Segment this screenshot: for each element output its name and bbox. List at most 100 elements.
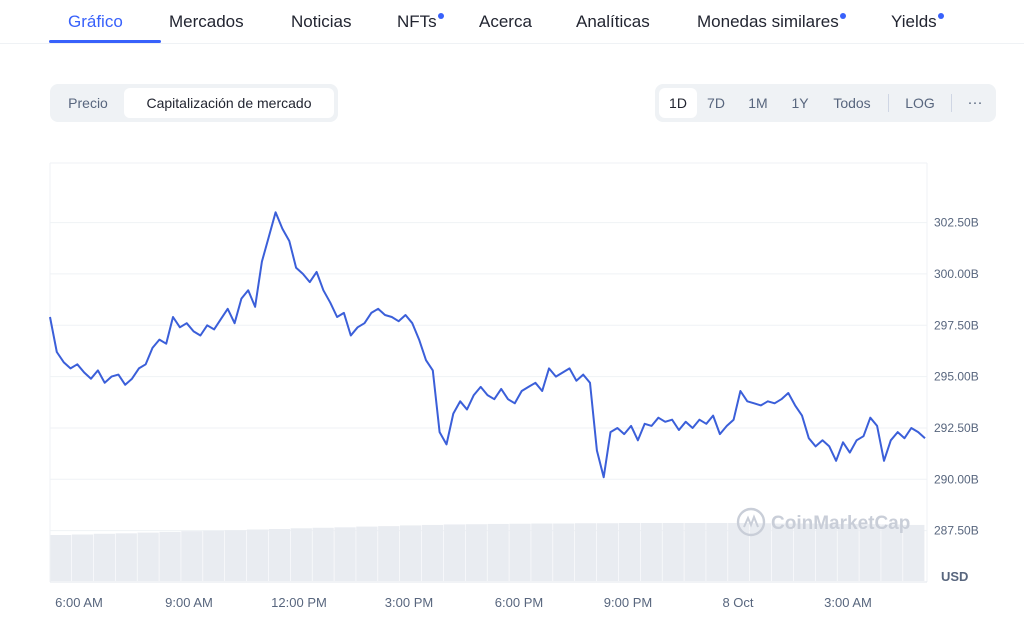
active-tab-indicator [49, 40, 161, 43]
tab-monedas-similares[interactable]: Monedas similares [697, 12, 846, 32]
volume-bar [575, 523, 597, 581]
volume-bar [903, 524, 925, 581]
volume-bar [793, 523, 816, 581]
tab-analiticas[interactable]: Analíticas [576, 12, 650, 32]
volume-bar [531, 523, 553, 581]
volume-bar [509, 523, 531, 581]
y-tick-label: 302.50B [934, 216, 979, 230]
volume-bar [378, 526, 400, 581]
volume-bar [443, 524, 466, 581]
volume-bar [662, 523, 684, 581]
y-tick-label: 290.00B [934, 472, 979, 486]
volume-bar [137, 532, 159, 581]
tab-noticias[interactable]: Noticias [291, 12, 351, 32]
y-tick-label: 295.00B [934, 370, 979, 384]
range-todos-button[interactable]: Todos [833, 95, 871, 111]
volume-bar [290, 528, 312, 581]
volume-bar [71, 534, 94, 581]
x-tick-label: 9:00 AM [165, 595, 213, 610]
volume-bar [881, 524, 903, 581]
volume-bar [771, 523, 794, 581]
volume-bar [706, 523, 728, 581]
tab-nfts[interactable]: NFTs [397, 12, 444, 32]
volume-bar [312, 527, 334, 581]
separator [951, 94, 952, 112]
volume-bar [728, 523, 750, 581]
x-tick-label: 3:00 PM [385, 595, 433, 610]
volume-bar [400, 525, 422, 581]
y-tick-label: 297.50B [934, 318, 979, 332]
volume-bar [553, 523, 575, 581]
x-tick-label: 12:00 PM [271, 595, 327, 610]
x-tick-label: 6:00 PM [495, 595, 543, 610]
volume-bar [421, 524, 444, 581]
volume-bar [837, 523, 859, 581]
range-1d-button[interactable]: 1D [659, 88, 697, 118]
y-axis-labels: 302.50B 300.00B 297.50B 295.00B 292.50B 290.0… [934, 216, 979, 538]
watermark-text: CoinMarketCap [771, 513, 910, 534]
range-toggle: 1D 7D 1M 1Y Todos LOG ··· [655, 84, 996, 122]
volume-bar [859, 524, 881, 581]
x-axis-labels: 6:00 AM 9:00 AM 12:00 PM 3:00 PM 6:00 PM 9:00… [55, 595, 872, 610]
volume-bar [268, 529, 291, 581]
nav-tabs: Gráfico Mercados Noticias NFTs Acerca An… [0, 0, 1024, 44]
volume-bar [225, 530, 247, 581]
new-indicator-dot [437, 13, 444, 19]
coinmarketcap-logo-icon [736, 507, 766, 537]
range-1y-button[interactable]: 1Y [791, 95, 809, 111]
volume-bar [618, 523, 641, 581]
volume-bar [93, 533, 116, 581]
x-tick-label: 9:00 PM [604, 595, 652, 610]
volume-bar [50, 535, 72, 581]
x-tick-label: 8 Oct [722, 595, 753, 610]
coinmarketcap-logo-mark-icon [743, 514, 759, 528]
new-indicator-dot [937, 13, 944, 19]
volume-bar [115, 533, 137, 581]
tab-label: Monedas similares [697, 12, 839, 31]
volume-bar [246, 529, 269, 581]
volume-bar [640, 523, 662, 581]
tab-label: NFTs [397, 12, 437, 31]
currency-label: USD [941, 569, 968, 584]
tab-grafico[interactable]: Gráfico [68, 12, 123, 32]
tab-yields[interactable]: Yields [891, 12, 944, 32]
tab-label: Noticias [291, 12, 352, 31]
volume-bar [487, 523, 509, 581]
precio-button[interactable]: Precio [68, 95, 108, 111]
chart-grid [50, 162, 927, 532]
y-tick-label: 300.00B [934, 267, 979, 281]
y-tick-label: 287.50B [934, 524, 979, 538]
y-tick-label: 292.50B [934, 421, 979, 435]
metric-toggle: Precio Capitalización de mercado [50, 84, 338, 122]
tab-label: Acerca [479, 12, 532, 31]
tab-label: Mercados [169, 12, 244, 31]
volume-bar [815, 523, 837, 581]
volume-bar [159, 531, 181, 581]
volume-bar [596, 523, 619, 581]
tab-mercados[interactable]: Mercados [169, 12, 244, 32]
tab-label: Analíticas [576, 12, 650, 31]
watermark: CoinMarketCap [736, 507, 910, 537]
volume-bar [465, 524, 487, 581]
volume-bar [203, 530, 225, 581]
volume-bar [684, 523, 706, 581]
volume-bar [750, 523, 772, 581]
new-indicator-dot [839, 13, 846, 19]
range-7d-button[interactable]: 7D [707, 95, 725, 111]
tab-label: Gráfico [68, 12, 123, 31]
volume-bar [181, 531, 203, 581]
tab-label: Yields [891, 12, 937, 31]
volume-bar [356, 526, 378, 581]
volume-bars [50, 523, 925, 581]
tab-acerca[interactable]: Acerca [479, 12, 532, 32]
separator [888, 94, 889, 112]
log-scale-button[interactable]: LOG [905, 95, 935, 111]
market-cap-line [49, 211, 926, 479]
x-tick-label: 6:00 AM [55, 595, 103, 610]
x-tick-label: 3:00 AM [824, 595, 872, 610]
market-cap-button[interactable]: Capitalización de mercado [124, 88, 334, 118]
more-options-button[interactable]: ··· [967, 94, 983, 111]
volume-bar [334, 527, 356, 581]
range-1m-button[interactable]: 1M [748, 95, 768, 111]
